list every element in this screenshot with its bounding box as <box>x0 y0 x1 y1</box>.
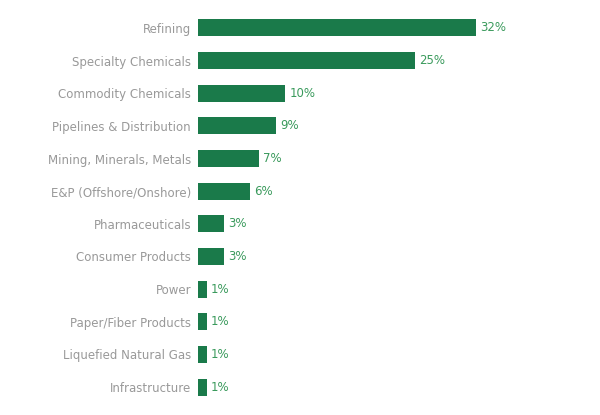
Text: 3%: 3% <box>229 250 247 263</box>
Text: 1%: 1% <box>211 283 230 295</box>
Bar <box>198 248 224 265</box>
Text: 6%: 6% <box>254 185 273 198</box>
Bar <box>198 150 259 167</box>
Text: 1%: 1% <box>211 381 230 393</box>
Text: 7%: 7% <box>263 152 282 165</box>
Text: 3%: 3% <box>229 217 247 230</box>
Bar <box>198 20 476 37</box>
Bar <box>198 346 206 363</box>
Bar <box>198 281 206 298</box>
Text: 9%: 9% <box>281 120 299 132</box>
Text: 1%: 1% <box>211 315 230 328</box>
Bar <box>198 313 206 330</box>
Bar <box>198 215 224 232</box>
Text: 10%: 10% <box>289 87 315 100</box>
Text: 1%: 1% <box>211 348 230 361</box>
Bar <box>198 183 250 200</box>
Text: 25%: 25% <box>419 54 445 67</box>
Bar <box>198 378 206 395</box>
Text: 32%: 32% <box>480 22 506 34</box>
Bar <box>198 52 415 69</box>
Bar <box>198 117 276 134</box>
Bar <box>198 85 285 102</box>
